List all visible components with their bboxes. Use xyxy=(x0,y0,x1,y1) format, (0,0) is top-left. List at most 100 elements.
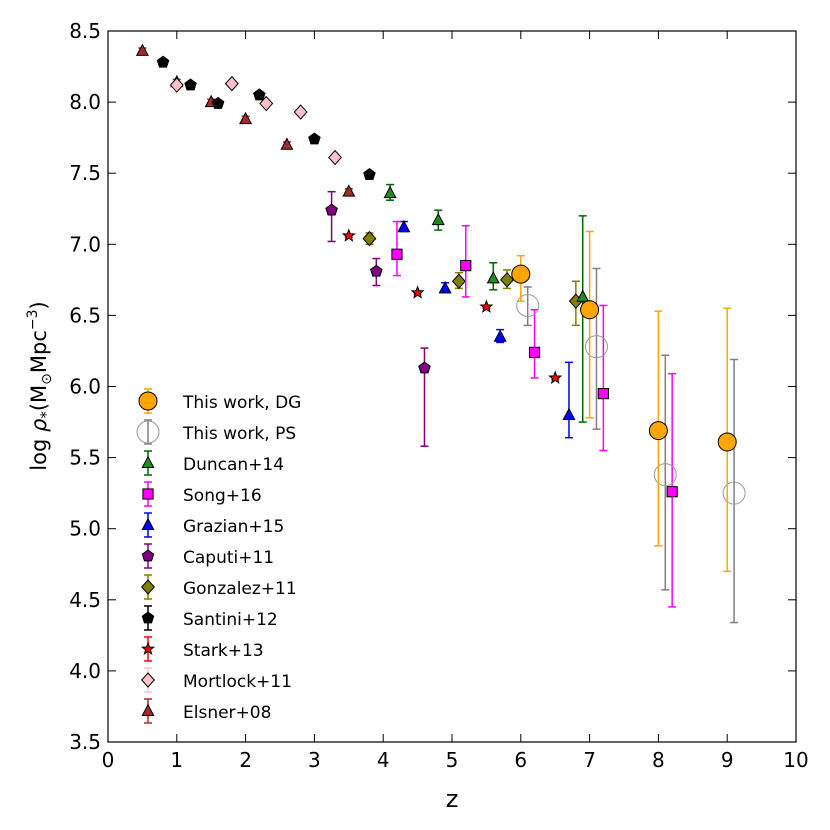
legend-item: Santini+12 xyxy=(141,605,278,631)
x-tick-label: 1 xyxy=(170,748,183,772)
data-point xyxy=(653,463,677,487)
legend-marker xyxy=(141,703,155,716)
error-bar xyxy=(523,286,532,327)
legend-item: Stark+13 xyxy=(140,636,264,662)
series-grazian-15 xyxy=(397,219,576,439)
legend-label: This work, PS xyxy=(182,424,296,444)
data-point xyxy=(224,75,239,92)
series-this-work-dg xyxy=(511,230,737,573)
series-duncan-14 xyxy=(383,183,590,423)
y-label-open: (M xyxy=(27,385,51,411)
error-bar xyxy=(564,361,573,439)
legend-marker xyxy=(136,420,160,444)
y-label-rho: ρ xyxy=(27,418,51,432)
data-point xyxy=(500,272,515,288)
x-tick-label: 0 xyxy=(102,748,115,772)
error-bar xyxy=(392,220,401,277)
data-point xyxy=(325,203,338,216)
error-bar xyxy=(530,308,539,379)
data-point xyxy=(584,335,608,359)
legend-item: Song+16 xyxy=(142,481,262,507)
error-bar xyxy=(592,267,601,430)
data-point xyxy=(418,361,431,374)
series-caputi-11 xyxy=(325,190,431,447)
x-tick-label: 2 xyxy=(239,748,252,772)
data-point xyxy=(528,346,541,358)
y-tick-label: 7.0 xyxy=(69,232,101,256)
y-tick-label: 8.5 xyxy=(69,19,101,43)
data-point xyxy=(479,299,494,313)
data-point xyxy=(576,289,590,302)
legend-marker xyxy=(141,549,155,562)
error-bar xyxy=(599,304,608,452)
plot-frame xyxy=(107,30,797,743)
x-tick-label: 5 xyxy=(446,748,459,772)
data-point xyxy=(184,78,197,91)
data-point xyxy=(562,407,576,420)
legend-item: Caputi+11 xyxy=(141,543,274,569)
legend-marker xyxy=(141,672,155,688)
data-point xyxy=(341,228,356,242)
data-point xyxy=(211,96,225,109)
x-tick-label: 10 xyxy=(783,748,808,772)
legend-label: Song+16 xyxy=(183,486,262,506)
legend-marker xyxy=(141,455,155,468)
data-point xyxy=(486,271,500,284)
y-tick-label: 8.0 xyxy=(69,90,101,114)
data-point xyxy=(362,230,377,247)
data-point xyxy=(135,43,149,56)
data-point xyxy=(363,168,376,180)
legend: This work, DG This work, PS Duncan+14 Song+… xyxy=(136,388,301,724)
data-point xyxy=(717,432,737,452)
data-point xyxy=(580,300,600,320)
y-tick-label: 3.5 xyxy=(69,730,101,754)
legend-label: Gonzalez+11 xyxy=(183,579,297,599)
legend-label: Mortlock+11 xyxy=(183,672,292,692)
data-point xyxy=(253,88,266,101)
x-tick-label: 3 xyxy=(308,748,321,772)
tick-layer: 0 1 2 3 4 5 6 7 8 9 10 3.5 4.0 4.5 5.0 5.5 6.0 6.5 7.0 7.5 8… xyxy=(69,19,809,772)
legend-label: This work, DG xyxy=(182,393,301,413)
y-label-prefix: log xyxy=(27,432,51,471)
legend-label: Elsner+08 xyxy=(183,703,271,723)
legend-error-bar xyxy=(144,419,152,445)
legend-marker xyxy=(138,391,158,411)
y-axis-label: log ρ*(M⊙Mpc−3) xyxy=(25,301,55,470)
series-santini-12 xyxy=(156,55,376,180)
error-bar xyxy=(585,230,594,419)
plot-area xyxy=(108,31,796,742)
x-tick-label: 8 xyxy=(652,748,665,772)
legend-item: Grazian+15 xyxy=(141,512,284,538)
data-point xyxy=(431,212,445,226)
legend-marker xyxy=(140,641,156,656)
data-point xyxy=(156,55,170,68)
legend-marker xyxy=(142,488,154,500)
legend-label: Santini+12 xyxy=(183,610,278,630)
error-bar xyxy=(730,358,739,624)
data-point xyxy=(493,329,507,342)
y-label-exp: −3 xyxy=(25,309,41,330)
legend-item: This work, PS xyxy=(136,419,296,445)
data-point xyxy=(648,421,668,441)
y-label-unit: Mpc xyxy=(27,330,51,373)
data-point xyxy=(438,281,452,294)
legend-label: Caputi+11 xyxy=(183,548,274,568)
legend-item: Gonzalez+11 xyxy=(141,574,297,600)
legend-item: This work, DG xyxy=(138,388,301,414)
y-tick-label: 4.0 xyxy=(69,659,101,683)
x-tick-label: 7 xyxy=(583,748,596,772)
y-label-close: ) xyxy=(27,301,51,309)
error-bar xyxy=(578,215,587,423)
y-tick-label: 7.5 xyxy=(69,161,101,185)
data-point xyxy=(280,137,294,150)
data-point xyxy=(548,370,563,384)
data-point xyxy=(451,273,466,290)
error-bar xyxy=(661,354,670,591)
legend-marker xyxy=(141,611,155,624)
y-tick-label: 5.0 xyxy=(69,517,101,541)
data-point xyxy=(383,185,397,199)
series-stark-13 xyxy=(341,228,563,384)
legend-item: Duncan+14 xyxy=(141,450,284,476)
legend-label: Stark+13 xyxy=(183,641,264,661)
